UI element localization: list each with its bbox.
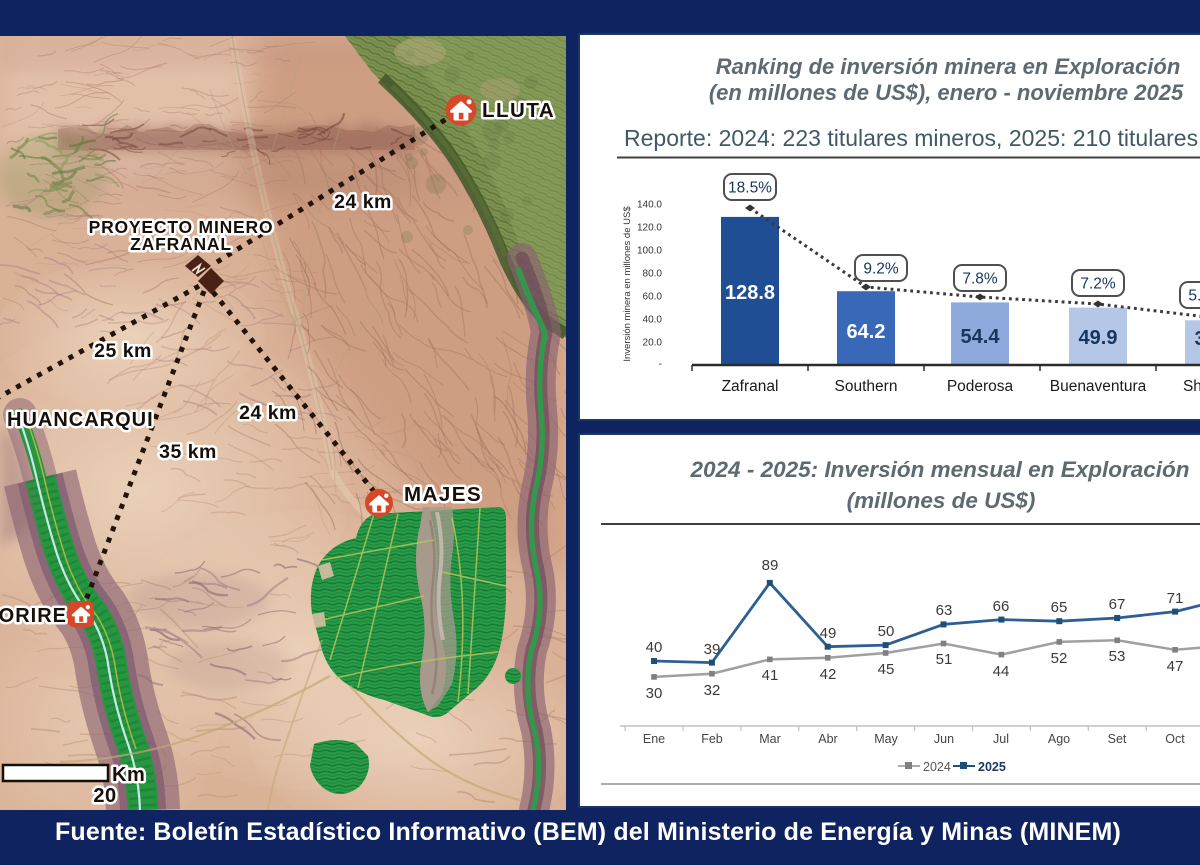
svg-text:140.0: 140.0 (637, 200, 662, 211)
svg-text:40.0: 40.0 (643, 315, 663, 326)
svg-text:63: 63 (936, 602, 953, 619)
svg-text:45: 45 (878, 661, 895, 678)
svg-text:40: 40 (646, 639, 663, 656)
svg-text:(en millones de US$), enero -: (en millones de US$), enero - noviembre … (709, 80, 1184, 105)
svg-text:50: 50 (878, 623, 895, 640)
svg-text:66: 66 (993, 598, 1010, 615)
svg-text:2025: 2025 (978, 760, 1006, 774)
svg-text:65: 65 (1051, 599, 1068, 616)
svg-text:80.0: 80.0 (643, 269, 663, 280)
svg-text:120.0: 120.0 (637, 223, 662, 234)
svg-text:LLUTA: LLUTA (482, 99, 555, 122)
svg-text:-: - (659, 359, 662, 370)
svg-text:Reporte: 2024: 223 titulares m: Reporte: 2024: 223 titulares mineros, 20… (624, 125, 1200, 151)
svg-text:52: 52 (1051, 650, 1068, 667)
svg-text:May: May (874, 732, 898, 746)
svg-text:Oct: Oct (1165, 732, 1185, 746)
svg-text:Poderosa: Poderosa (947, 378, 1014, 395)
svg-text:67: 67 (1109, 596, 1126, 613)
svg-text:CORIRE: CORIRE (0, 605, 67, 627)
svg-text:Ago: Ago (1048, 732, 1070, 746)
svg-text:64.2: 64.2 (847, 321, 886, 343)
svg-text:20: 20 (93, 785, 116, 807)
svg-text:49.9: 49.9 (1079, 327, 1118, 349)
svg-text:39: 39 (704, 641, 721, 658)
svg-text:ZAFRANAL: ZAFRANAL (130, 234, 232, 254)
svg-text:MAJES: MAJES (404, 483, 482, 506)
svg-text:7.2%: 7.2% (1080, 276, 1116, 293)
svg-text:35 km: 35 km (159, 441, 217, 463)
svg-text:128.8: 128.8 (725, 282, 775, 304)
svg-text:Buenaventura: Buenaventura (1050, 378, 1147, 395)
svg-text:100.0: 100.0 (637, 246, 662, 257)
svg-text:Jun: Jun (934, 732, 954, 746)
svg-text:9.2%: 9.2% (863, 261, 899, 278)
svg-text:Ranking de inversión minera en: Ranking de inversión minera en Exploraci… (716, 54, 1181, 79)
svg-text:7.8%: 7.8% (962, 271, 998, 288)
svg-text:42: 42 (820, 666, 837, 683)
svg-text:38.9: 38.9 (1195, 328, 1200, 350)
svg-text:44: 44 (993, 663, 1010, 680)
svg-text:2024 - 2025: Inversión mensual: 2024 - 2025: Inversión mensual en Explor… (690, 457, 1190, 482)
svg-text:Mar: Mar (759, 732, 781, 746)
svg-text:89: 89 (762, 557, 779, 574)
svg-text:5.6%: 5.6% (1188, 288, 1200, 305)
svg-text:25 km: 25 km (94, 340, 152, 362)
svg-text:60.0: 60.0 (643, 292, 663, 303)
svg-text:Km: Km (112, 764, 145, 786)
svg-text:(millones de US$): (millones de US$) (847, 488, 1036, 513)
svg-text:Inversión minera en millones d: Inversión minera en millones de US$ (622, 206, 633, 362)
svg-text:PROYECTO MINERO: PROYECTO MINERO (89, 217, 274, 237)
svg-text:24 km: 24 km (239, 402, 297, 424)
svg-text:20.0: 20.0 (643, 338, 663, 349)
svg-text:49: 49 (820, 625, 837, 642)
svg-text:Ene: Ene (643, 732, 665, 746)
svg-text:24 km: 24 km (334, 191, 392, 213)
svg-text:Shahuindo: Shahuindo (1183, 378, 1200, 395)
svg-text:2024: 2024 (923, 760, 951, 774)
svg-text:30: 30 (646, 685, 663, 702)
svg-text:Feb: Feb (701, 732, 723, 746)
svg-text:HUANCARQUI: HUANCARQUI (7, 409, 154, 431)
svg-text:32: 32 (704, 682, 721, 699)
svg-text:Set: Set (1108, 732, 1127, 746)
svg-text:54.4: 54.4 (961, 326, 1001, 348)
svg-text:18.5%: 18.5% (728, 180, 772, 197)
svg-text:41: 41 (762, 667, 779, 684)
svg-text:Zafranal: Zafranal (722, 378, 779, 395)
svg-text:71: 71 (1167, 590, 1184, 607)
svg-text:Abr: Abr (818, 732, 837, 746)
svg-text:51: 51 (936, 651, 953, 668)
svg-text:53: 53 (1109, 648, 1126, 665)
svg-text:Jul: Jul (993, 732, 1009, 746)
svg-text:47: 47 (1167, 658, 1184, 675)
svg-text:Southern: Southern (835, 378, 898, 395)
